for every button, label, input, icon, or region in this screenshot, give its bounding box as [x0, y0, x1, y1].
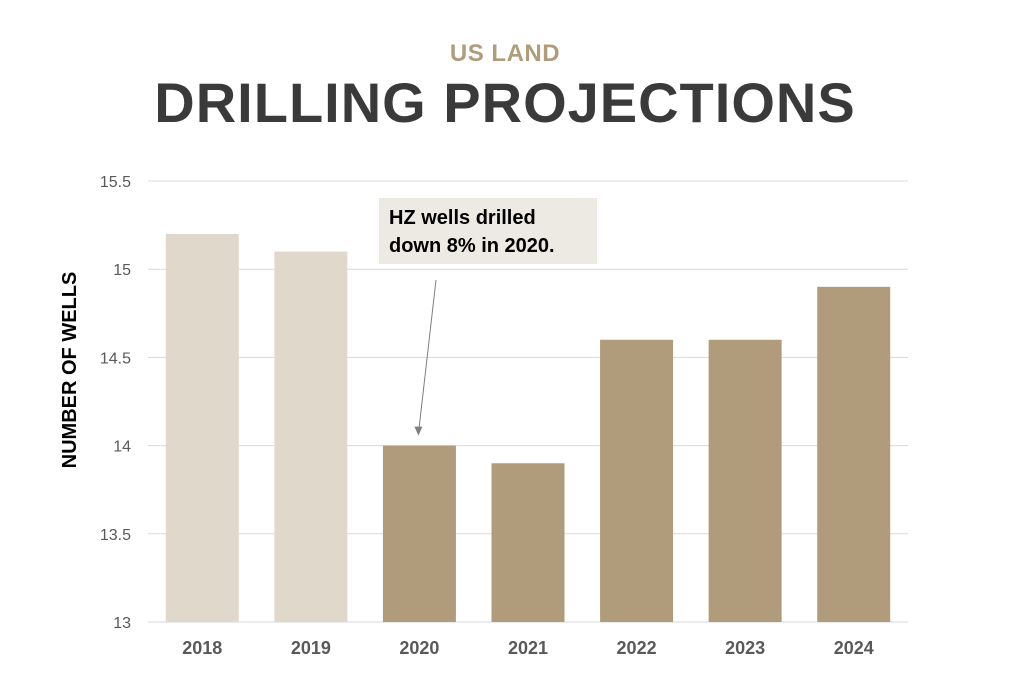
- x-category-label: 2021: [508, 638, 548, 658]
- bar-2022: [600, 339, 674, 622]
- x-axis-categories: 2018 2019 2020 2021 2022 2023 2024: [182, 638, 873, 658]
- annotation-line-1: HZ wells drilled: [389, 207, 536, 229]
- chart-title: DRILLING PROJECTIONS: [154, 71, 856, 134]
- bar-2024: [817, 286, 891, 622]
- y-axis-ticks: 13 13.5 14 14.5 15 15.5: [100, 174, 131, 632]
- annotation-arrow-line: [417, 279, 437, 434]
- x-category-label: 2019: [291, 638, 331, 658]
- x-category-label: 2024: [834, 638, 874, 658]
- y-tick-label: 14.5: [100, 350, 131, 367]
- y-axis-label: NUMBER OF WELLS: [59, 272, 81, 469]
- bar-2019: [274, 251, 348, 622]
- bar-2018: [165, 233, 239, 623]
- bar-2023: [708, 339, 782, 622]
- x-category-label: 2018: [182, 638, 222, 658]
- annotation-arrow: [414, 279, 437, 436]
- bars: [165, 233, 891, 623]
- bar-2020: [382, 445, 456, 622]
- annotation-line-2: down 8% in 2020.: [389, 235, 555, 257]
- y-tick-label: 13: [113, 615, 131, 632]
- x-category-label: 2023: [725, 638, 765, 658]
- y-tick-label: 13.5: [100, 527, 131, 544]
- annotation-arrow-head: [414, 426, 423, 436]
- bar-2021: [491, 463, 565, 622]
- chart-subtitle: US LAND: [449, 40, 561, 67]
- y-tick-label: 14: [113, 439, 131, 456]
- annotation-callout: HZ wells drilled down 8% in 2020.: [379, 198, 597, 264]
- x-category-label: 2020: [399, 638, 439, 658]
- y-tick-label: 15: [113, 262, 131, 279]
- y-tick-label: 15.5: [100, 174, 131, 191]
- x-category-label: 2022: [617, 638, 657, 658]
